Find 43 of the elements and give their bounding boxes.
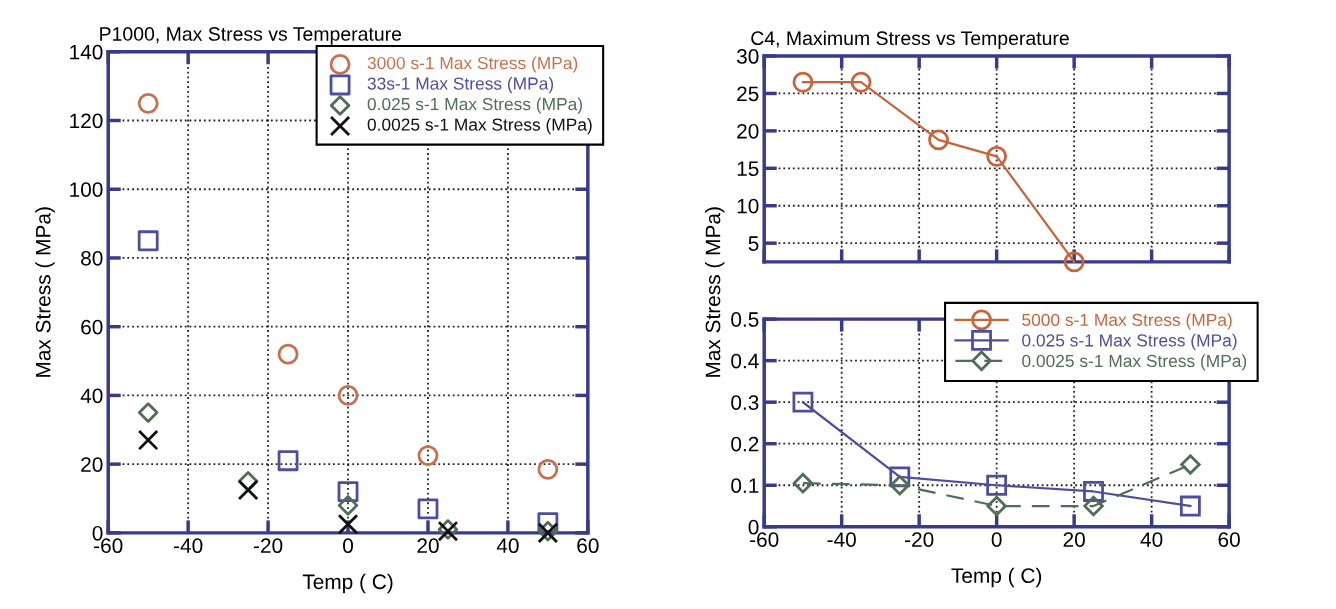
x-axis-title: Temp ( C) [951, 567, 1042, 588]
x-tick-label: 0 [991, 532, 1002, 547]
y-tick-label: 0.4 [731, 353, 759, 369]
y-tick-label: 20 [737, 123, 759, 139]
chart-title: P1000, Max Stress vs Temperature [100, 27, 402, 45]
legend-label: 33s-1 Max Stress (MPa) [367, 76, 554, 94]
y-tick-label: 60 [81, 319, 103, 335]
x-tick-label: 40 [496, 538, 519, 554]
legend-label: 3000 s-1 Max Stress (MPa) [367, 56, 578, 73]
y-tick-label: 80 [81, 250, 103, 266]
legend-label: 0.025 s-1 Max Stress (MPa) [367, 97, 582, 114]
y-axis-title: Max Stress ( MPa) [705, 207, 725, 377]
legend-label: 0.0025 s-1 Max Stress (MPa) [367, 118, 592, 135]
x-axis-title: Temp ( C) [302, 573, 393, 594]
chart-title: C4, Maximum Stress vs Temperature [751, 30, 1069, 49]
y-tick-label: 30 [736, 49, 759, 64]
x-tick-label: -20 [905, 532, 934, 547]
y-axis-title: Max Stress ( MPa) [35, 207, 55, 377]
x-tick-label: -40 [827, 532, 856, 547]
x-tick-label: -20 [253, 538, 283, 554]
y-tick-label: 10 [737, 198, 759, 214]
y-tick-label: 0.2 [731, 436, 759, 452]
legend-label: 5000 s-1 Max Stress (MPa) [1022, 313, 1232, 330]
y-tick-label: 25 [737, 86, 759, 102]
y-tick-label: 40 [80, 388, 103, 404]
x-tick-label: 20 [1063, 532, 1085, 547]
x-tick-label: 0 [343, 538, 354, 554]
x-tick-label: 60 [577, 538, 599, 554]
y-tick-label: 15 [737, 161, 759, 177]
y-tick-label: 0.5 [731, 312, 759, 327]
x-tick-label: -40 [174, 538, 203, 554]
y-tick-label: 140 [70, 44, 103, 60]
y-tick-label: 120 [70, 113, 103, 129]
legend-label: 0.0025 s-1 Max Stress (MPa) [1022, 354, 1247, 371]
x-tick-label: 20 [417, 538, 439, 554]
x-tick-label: 40 [1140, 532, 1163, 547]
x-tick-label: 60 [1218, 532, 1240, 547]
legend-label: 0.025 s-1 Max Stress (MPa) [1022, 333, 1237, 350]
y-tick-label: 100 [70, 182, 103, 197]
y-tick-label: 20 [81, 457, 103, 472]
y-tick-label: 0.3 [731, 395, 759, 410]
y-tick-label: 5 [748, 236, 759, 251]
y-tick-label: 0.1 [731, 478, 759, 494]
